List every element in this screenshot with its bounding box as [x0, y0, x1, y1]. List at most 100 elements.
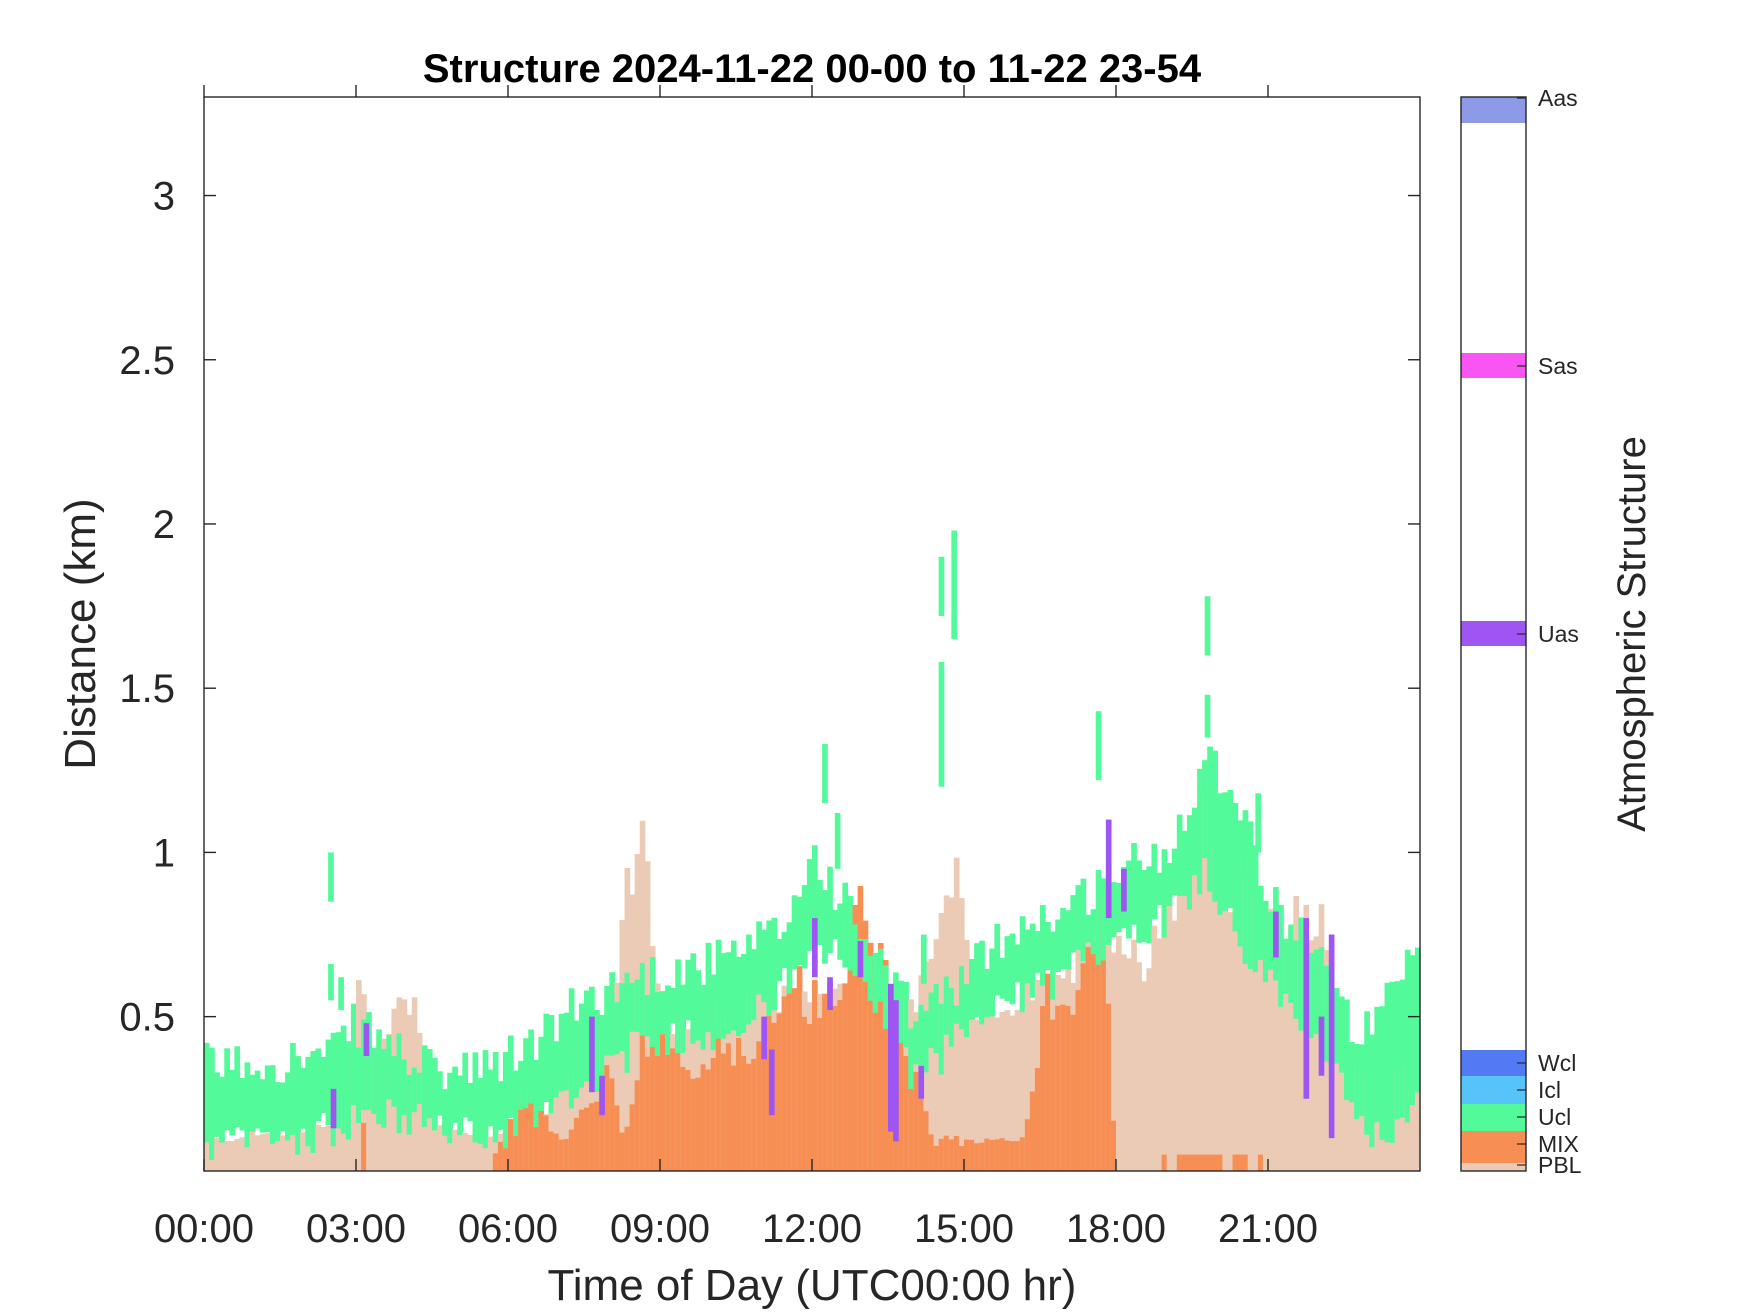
y-tick-label: 2.5: [119, 339, 175, 383]
cell-pbl: [1217, 831, 1223, 1171]
cell-pbl: [204, 1139, 210, 1171]
cell-mix: [1176, 1154, 1223, 1171]
cell-ucl: [1075, 885, 1082, 951]
cell-mix: [508, 1119, 514, 1171]
cell-mix: [609, 1078, 615, 1171]
cell-ucl: [558, 1013, 565, 1092]
cell-pbl: [1116, 935, 1122, 1171]
cell-mix: [649, 1028, 656, 1171]
cell-ucl: [619, 983, 626, 1052]
cell-pbl: [1166, 898, 1173, 1171]
cell-mix: [1075, 990, 1082, 1171]
cell-pbl: [447, 1124, 453, 1171]
cell-ucl: [1207, 746, 1213, 892]
cell-mix: [908, 1057, 914, 1171]
cell-ucl: [325, 1039, 332, 1126]
cell-uas: [599, 1075, 605, 1116]
y-tick-label: 1: [153, 831, 175, 875]
cell-ucl: [796, 896, 803, 966]
cell-mix: [741, 1056, 747, 1171]
cell-ucl: [920, 934, 927, 984]
cell-ucl: [736, 956, 742, 1037]
cell-ucl: [1298, 917, 1305, 1031]
cell-ucl: [644, 995, 651, 1037]
cell-ucl: [361, 1019, 367, 1111]
cell-pbl: [933, 939, 940, 1171]
cell-pbl: [1156, 938, 1163, 1171]
cell-pbl: [1004, 1010, 1011, 1171]
cell-mix: [882, 959, 889, 1171]
y-tick-label: 1.5: [119, 667, 175, 711]
cell-ucl: [335, 1032, 342, 1129]
cell-ucl: [1166, 863, 1173, 907]
cell-mix: [538, 1103, 545, 1171]
cell-ucl: [1344, 999, 1350, 1101]
cell-ucl: [1338, 996, 1345, 1073]
cell-ucl: [1262, 900, 1269, 983]
cell-ucl: [1232, 802, 1239, 932]
cell-mix: [933, 1145, 940, 1171]
cell-pbl: [1181, 871, 1188, 1171]
cell-mix: [1065, 1005, 1071, 1171]
cell-ucl: [700, 984, 707, 1050]
cell-ucl: [1176, 814, 1183, 896]
cell-ucl: [1204, 694, 1211, 738]
cell-pbl: [269, 1131, 276, 1171]
cell-ucl: [1354, 1044, 1360, 1120]
cell-ucl: [847, 895, 854, 971]
cell-pbl: [974, 1019, 980, 1171]
cell-mix: [644, 1056, 651, 1171]
cell-pbl: [224, 1140, 230, 1171]
cell-pbl: [1146, 968, 1153, 1171]
cell-mix: [563, 1138, 570, 1171]
cell-pbl: [1029, 1000, 1036, 1171]
colorbar-tick-label: PBL: [1538, 1152, 1582, 1178]
cell-ucl: [1333, 988, 1340, 1064]
cell-mix: [599, 1087, 605, 1171]
cell-ucl: [371, 1047, 377, 1114]
cell-ucl: [1095, 870, 1102, 965]
cell-pbl: [1202, 793, 1208, 1171]
colorbar-swatch-uas: [1461, 621, 1526, 646]
cell-ucl: [1414, 947, 1421, 1093]
cell-mix: [614, 1105, 621, 1171]
cell-ucl: [518, 1060, 524, 1110]
cell-ucl: [923, 1010, 930, 1073]
cell-pbl: [1161, 910, 1168, 1171]
cell-ucl: [1288, 924, 1294, 1003]
cell-ucl: [964, 984, 970, 1038]
cell-pbl: [1237, 914, 1244, 1171]
cell-mix: [979, 1142, 985, 1171]
colorbar-tick-label: Icl: [1538, 1077, 1561, 1103]
cell-mix: [989, 1139, 995, 1171]
cell-pbl: [1136, 962, 1142, 1171]
cell-pbl: [989, 988, 995, 1171]
cell-mix: [857, 886, 864, 1171]
cell-mix: [832, 1006, 838, 1171]
cell-pbl: [1197, 859, 1203, 1171]
cell-ucl: [274, 1082, 281, 1142]
cell-ucl: [502, 1051, 509, 1149]
cell-mix: [812, 980, 818, 1171]
y-tick-label: 2: [153, 503, 175, 547]
cell-ucl: [442, 1089, 448, 1136]
cell-pbl: [1121, 954, 1127, 1171]
cell-mix: [756, 1041, 762, 1171]
cell-pbl: [1288, 927, 1294, 1171]
cell-pbl: [563, 1088, 570, 1171]
cell-ucl: [951, 530, 957, 639]
colorbar-tick-label: Wcl: [1538, 1050, 1576, 1076]
cell-ucl: [295, 1056, 301, 1155]
cell-mix: [964, 1139, 970, 1171]
cell-pbl: [437, 1125, 443, 1171]
x-tick-label: 12:00: [762, 1207, 862, 1251]
cell-ucl: [1009, 933, 1016, 1005]
cell-ucl: [604, 985, 610, 1056]
cell-pbl: [386, 1033, 393, 1171]
cell-ucl: [1055, 919, 1061, 972]
cell-ucl: [340, 1025, 347, 1134]
cell-ucl: [781, 931, 788, 969]
cell-ucl: [573, 1020, 580, 1098]
cell-mix: [518, 1096, 524, 1171]
